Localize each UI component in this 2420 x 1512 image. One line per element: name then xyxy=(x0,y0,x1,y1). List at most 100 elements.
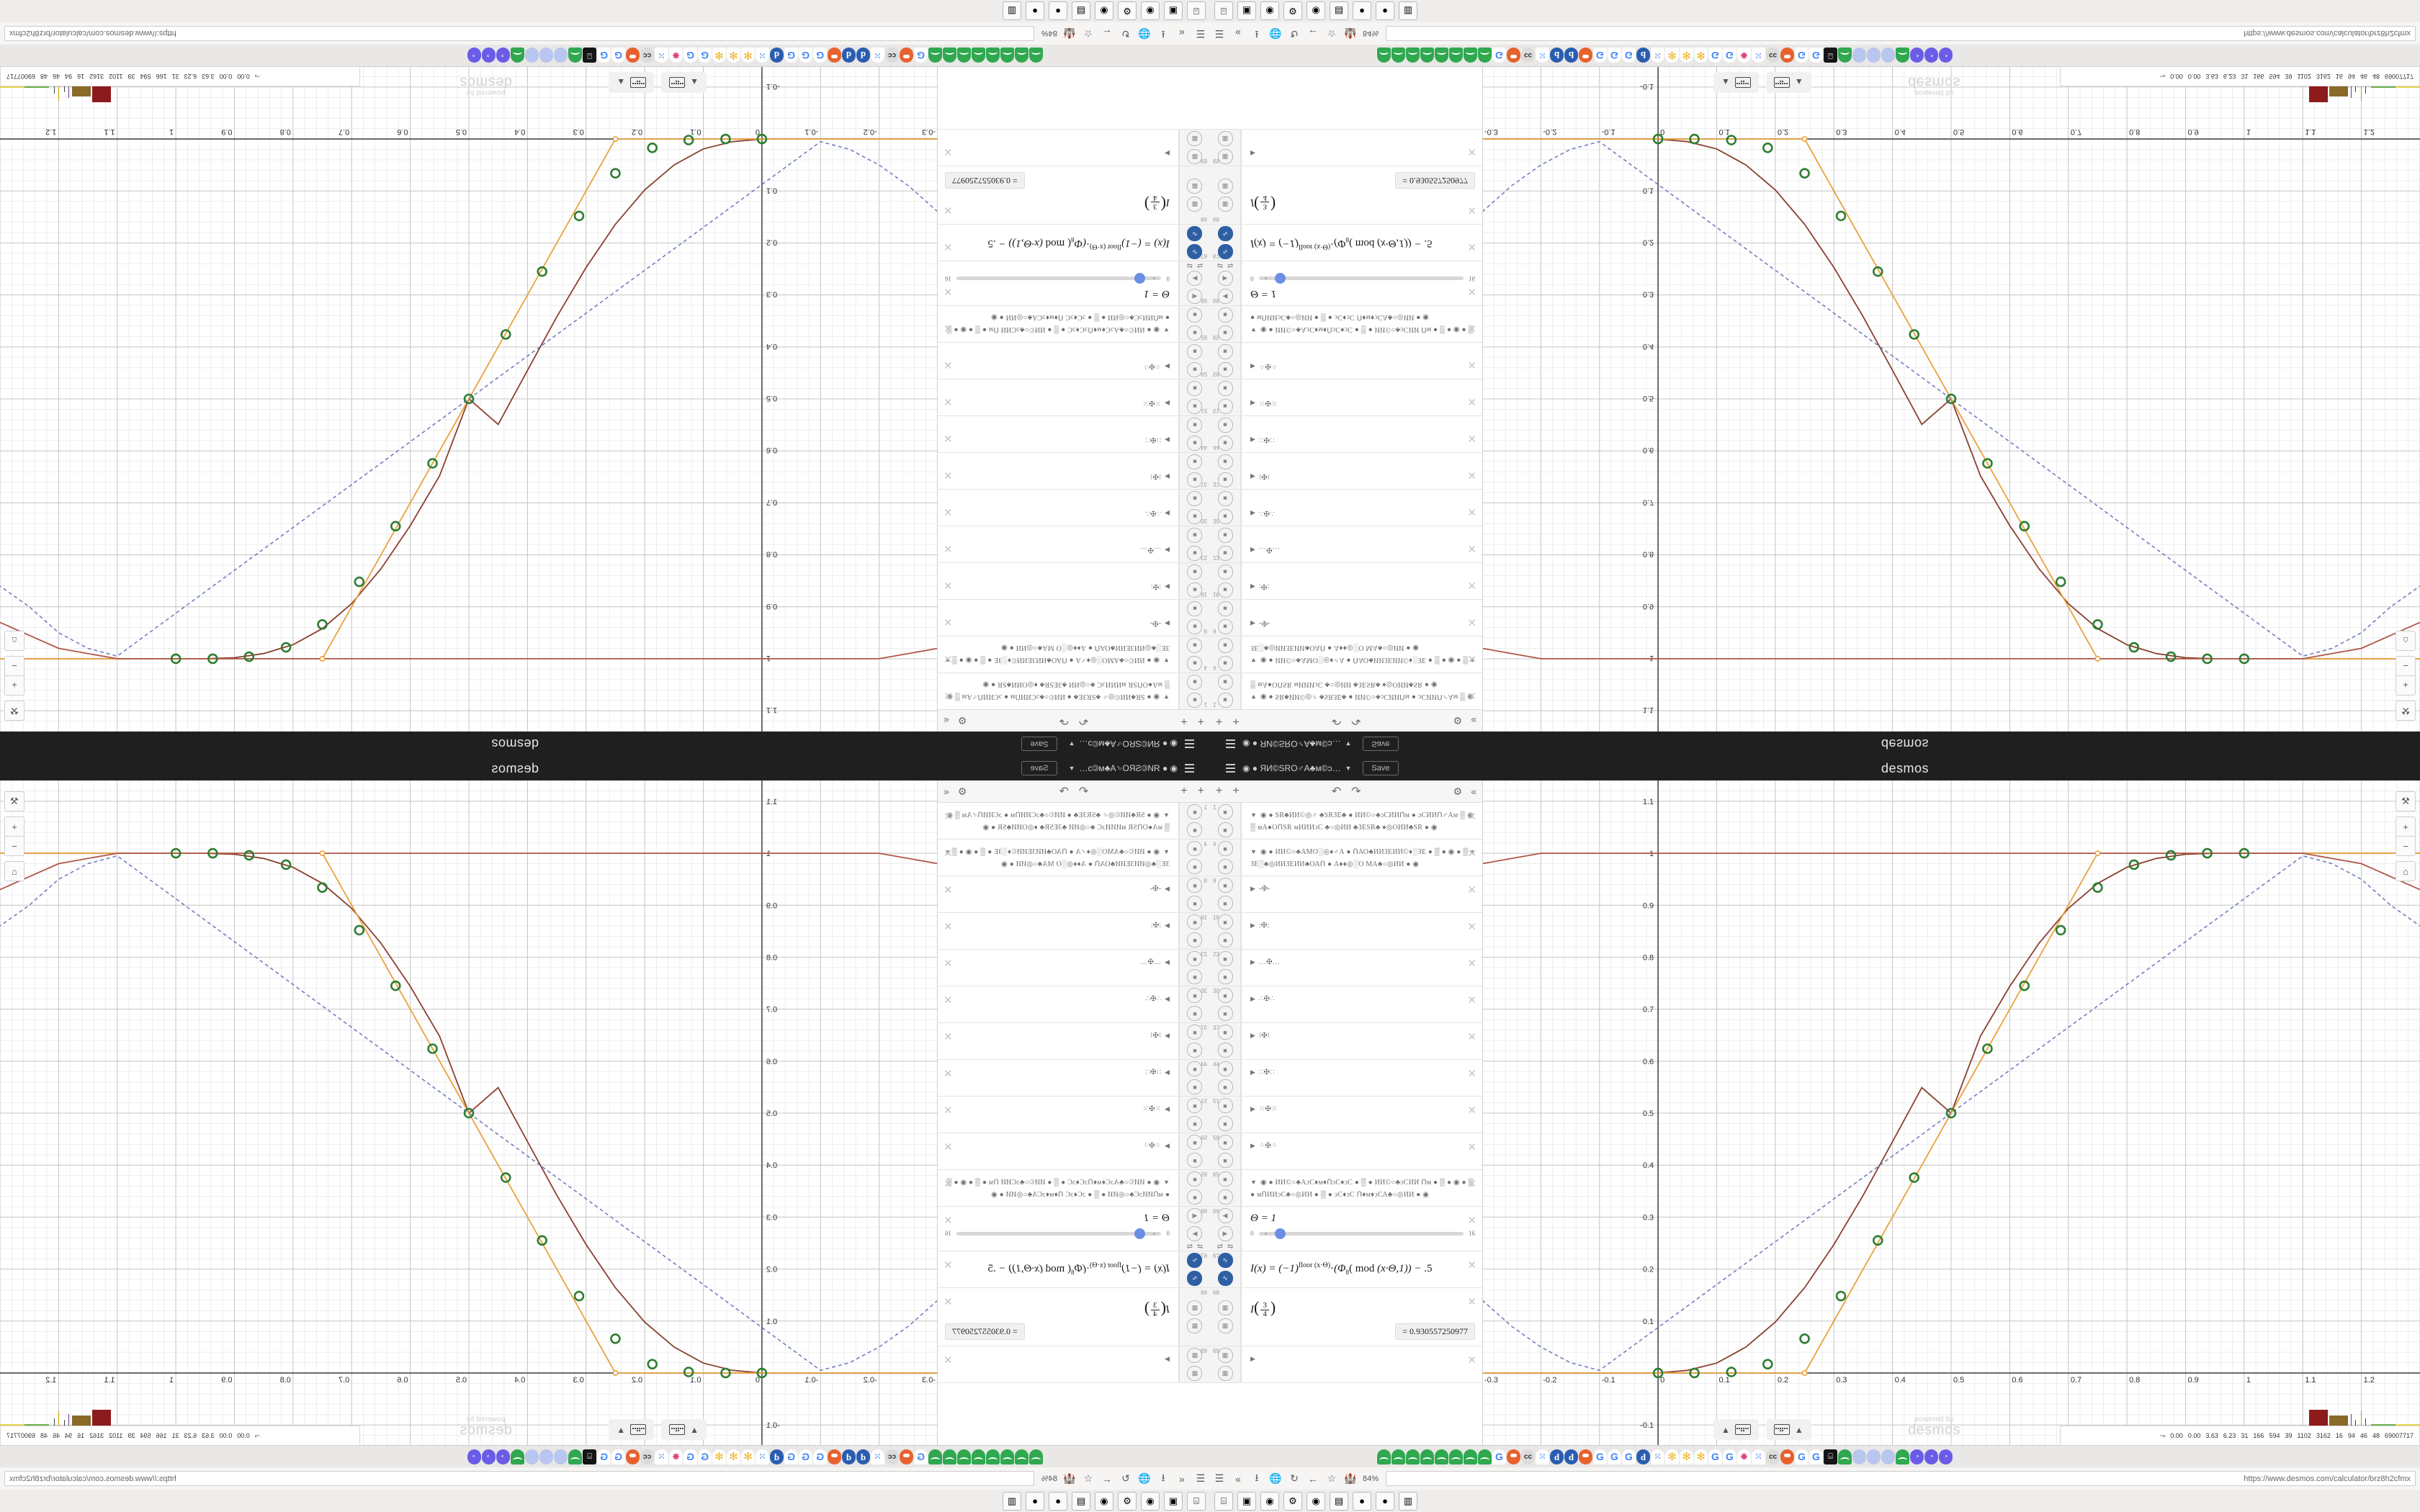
disclosure-triangle-icon[interactable]: ▶ xyxy=(1165,363,1170,370)
add-expression-button[interactable]: + xyxy=(1197,715,1204,727)
expression-row[interactable]: 58■■▶⁘✠⁘✕ xyxy=(1210,1133,1482,1170)
keyboard-toggle-left[interactable]: ▲ xyxy=(661,1419,707,1440)
purple-icon[interactable]: ◔ xyxy=(467,1449,481,1464)
expression-row[interactable]: 65■■▼◉ ● ИИ©○♣АɔС♦м♦ՈɔС♦ɔС ● ▒ ● ИИ©○♣ɔС… xyxy=(1210,305,1482,342)
expression-body[interactable]: Θ = 1 0 16 ✕ xyxy=(1241,261,1482,305)
square-icon[interactable]: ■ xyxy=(1217,509,1233,524)
sun-icon[interactable]: ✻ xyxy=(1694,48,1708,63)
green-tab[interactable] xyxy=(1449,48,1463,63)
disclosure-triangle-icon[interactable]: ▼ xyxy=(1163,326,1170,333)
collapse-icon[interactable]: « xyxy=(944,715,949,726)
expression-body[interactable]: ▶-✠- ✕ xyxy=(938,876,1179,912)
expression-row[interactable]: 16■■▶:✠:✕ xyxy=(1210,913,1482,950)
delete-expression-icon[interactable]: ✕ xyxy=(944,1215,953,1227)
google-icon[interactable]: G xyxy=(684,1449,697,1464)
cc-icon[interactable]: cc xyxy=(1766,1449,1780,1464)
trash-icon[interactable]: ⌸ xyxy=(583,1449,596,1464)
url-bar[interactable]: https://www.desmos.com/calculator/brz8h2… xyxy=(1386,1471,2416,1486)
back-icon[interactable]: ← xyxy=(1308,1472,1318,1485)
data-point[interactable] xyxy=(2092,618,2103,630)
expression-row[interactable]: 37■■▶⁝✠⁝✕ xyxy=(938,1023,1210,1060)
blue-d-icon[interactable]: d xyxy=(1636,48,1650,63)
data-point[interactable] xyxy=(1762,143,1773,153)
data-point[interactable] xyxy=(280,642,292,653)
disclosure-triangle-icon[interactable]: ▶ xyxy=(1250,620,1255,627)
menu-icon[interactable]: ☰ xyxy=(1196,1472,1206,1484)
reload-icon[interactable]: ↻ xyxy=(1121,1472,1130,1484)
google-icon[interactable]: G xyxy=(597,48,611,63)
reload-icon[interactable]: ↻ xyxy=(1121,28,1130,40)
data-point[interactable] xyxy=(1909,329,1920,340)
google-icon[interactable]: G xyxy=(914,48,928,63)
zoom-level[interactable]: 84% xyxy=(1363,1474,1379,1483)
trash-icon[interactable]: ⌸ xyxy=(1824,48,1837,63)
data-point[interactable] xyxy=(170,653,182,665)
disclosure-triangle-icon[interactable]: ▶ xyxy=(1165,620,1170,627)
green-tab[interactable] xyxy=(1392,1449,1405,1464)
green-tab[interactable] xyxy=(1838,1449,1852,1464)
disclosure-triangle-icon[interactable]: ▶ xyxy=(1165,510,1170,517)
delete-expression-icon[interactable]: ✕ xyxy=(1467,1260,1476,1272)
expression-body[interactable]: ▶…✠… ✕ xyxy=(1241,950,1482,986)
reload-icon[interactable]: ↻ xyxy=(1290,1472,1299,1484)
zoom-in-button[interactable]: + xyxy=(2396,816,2416,837)
grid-icon[interactable]: ▦ xyxy=(1187,1318,1203,1333)
disclosure-triangle-icon[interactable]: ▶ xyxy=(1250,400,1255,407)
delete-expression-icon[interactable]: ✕ xyxy=(1467,652,1476,664)
folder-icon[interactable]: ■ xyxy=(1217,1116,1233,1131)
firefox-icon[interactable]: ◉ xyxy=(1095,1,1113,21)
reddit-icon[interactable] xyxy=(900,48,913,63)
prev-icon[interactable]: « xyxy=(1235,1472,1241,1485)
green-tab[interactable] xyxy=(1377,1449,1391,1464)
disclosure-triangle-icon[interactable]: ▶ xyxy=(1250,922,1255,929)
lavender-icon[interactable] xyxy=(539,1449,553,1464)
prev-icon[interactable]: ◀ xyxy=(1217,1208,1233,1223)
folder-icon[interactable]: ■ xyxy=(1187,969,1203,984)
expression-body[interactable]: I(3 4) = 0.930557250977 ✕ xyxy=(1241,166,1482,224)
data-point[interactable] xyxy=(2128,642,2140,653)
home-icon[interactable]: ⌂ xyxy=(2396,861,2416,881)
slider-knob[interactable] xyxy=(1275,1228,1286,1239)
grid-icon[interactable]: ▦ xyxy=(1187,179,1203,194)
google-icon[interactable]: G xyxy=(1622,1449,1636,1464)
google-icon[interactable]: G xyxy=(1608,1449,1621,1464)
folder-icon[interactable]: ■ xyxy=(1217,564,1233,580)
swap-icons[interactable]: ⇄ ⇆ xyxy=(1216,261,1234,269)
green-tab[interactable] xyxy=(1420,48,1434,63)
trash-icon[interactable]: ⌸ xyxy=(583,48,596,63)
disclosure-triangle-icon[interactable]: ▼ xyxy=(1163,693,1170,701)
expression-body[interactable]: ▶:✠: ✕ xyxy=(938,913,1179,949)
dots-icon[interactable]: ⁙ xyxy=(1536,1449,1549,1464)
evaluation-expression[interactable]: I(3 4) xyxy=(1250,1298,1276,1319)
disclosure-triangle-icon[interactable]: ▶ xyxy=(1165,436,1170,444)
delete-expression-icon[interactable]: ✕ xyxy=(944,848,953,860)
disclosure-triangle-icon[interactable]: ▶ xyxy=(1165,546,1170,554)
add-item-button[interactable]: + xyxy=(1180,715,1188,727)
data-point[interactable] xyxy=(500,329,511,340)
wave-blue-icon[interactable]: ∿ xyxy=(1217,1253,1233,1268)
expression-body[interactable]: ▶∷✠∷ ✕ xyxy=(938,1060,1179,1096)
dots-icon[interactable]: ⁙ xyxy=(756,1449,769,1464)
firefox-icon[interactable]: ◉ xyxy=(1141,1491,1160,1511)
expression-body[interactable]: ▼◉ ● SR♣ИИ©◎♂ ♣SRЗΕ♣ ● ИИ©○♣ɔСИИՈм ● ɔСИ… xyxy=(938,803,1179,839)
folder-icon[interactable]: ■ xyxy=(1187,1006,1203,1021)
expression-body[interactable]: ▶:✠: ✕ xyxy=(938,563,1179,599)
disclosure-triangle-icon[interactable]: ▶ xyxy=(1250,1105,1255,1112)
expression-body[interactable]: ▶ ✕ xyxy=(938,1346,1179,1382)
folder-icon[interactable]: ■ xyxy=(1187,307,1203,323)
data-point[interactable] xyxy=(317,882,328,894)
expression-body[interactable]: ▶⁘✠⁘ ✕ xyxy=(1241,343,1482,379)
data-point[interactable] xyxy=(1872,266,1883,277)
document-icon[interactable]: ▤ xyxy=(1072,1491,1090,1511)
translate-icon[interactable]: 🏰 xyxy=(1344,1472,1357,1484)
slider-knob[interactable] xyxy=(1134,273,1145,284)
folder-icon[interactable]: ■ xyxy=(1217,675,1233,690)
google-icon[interactable]: G xyxy=(813,48,827,63)
expression-row[interactable]: 44■■▶∷✠∷✕ xyxy=(1210,1060,1482,1097)
undo-icon[interactable]: ↶ xyxy=(1331,714,1342,726)
blue-d-icon[interactable]: d xyxy=(770,48,784,63)
sun-icon[interactable]: ✻ xyxy=(1665,48,1679,63)
expression-row[interactable]: 4■■▼◉ ● ИИ©○♣АМО░◎♦♂А ● ՈАО♣ИИЗΕИИ©♦░ЗΕ … xyxy=(938,636,1210,672)
menu-icon[interactable]: ☰ xyxy=(1214,28,1224,40)
expression-body[interactable]: ▼◉ ● SR♣ИИ©◎♂ ♣SRЗΕ♣ ● ИИ©○♣ɔСИИՈм ● ɔСИ… xyxy=(1241,673,1482,709)
